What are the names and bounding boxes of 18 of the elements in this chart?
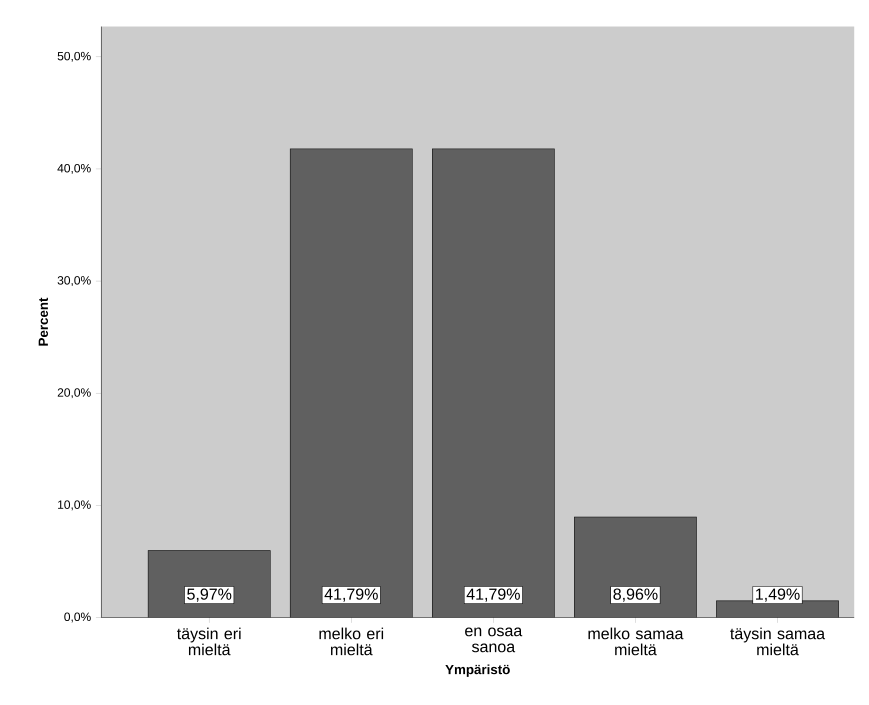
- x-tick-label: melko samaa mieltä: [588, 628, 684, 656]
- x-tick-label: en osaa sanoa: [465, 628, 522, 652]
- x-axis-title: Ympäristö: [445, 664, 510, 677]
- x-tick-label: täysin samaa mieltä: [730, 628, 826, 656]
- y-axis-title: Percent: [38, 298, 48, 346]
- data-label: 41,79%: [466, 588, 520, 602]
- data-label: 1,49%: [756, 588, 800, 602]
- y-tick-label: 50,0%: [58, 52, 91, 62]
- y-tick-label: 10,0%: [58, 500, 91, 510]
- data-label: 41,79%: [324, 588, 378, 602]
- data-label: 5,97%: [187, 588, 232, 602]
- data-label: 8,96%: [613, 588, 658, 602]
- x-tick-label: melko eri mieltä: [319, 628, 384, 656]
- y-tick-label: 40,0%: [57, 164, 91, 174]
- y-tick-label: 0,0%: [64, 612, 91, 622]
- x-tick-label: täysin eri mieltä: [177, 628, 241, 656]
- y-tick-label: 20,0%: [58, 388, 91, 398]
- y-tick-label: 30,0%: [58, 276, 91, 286]
